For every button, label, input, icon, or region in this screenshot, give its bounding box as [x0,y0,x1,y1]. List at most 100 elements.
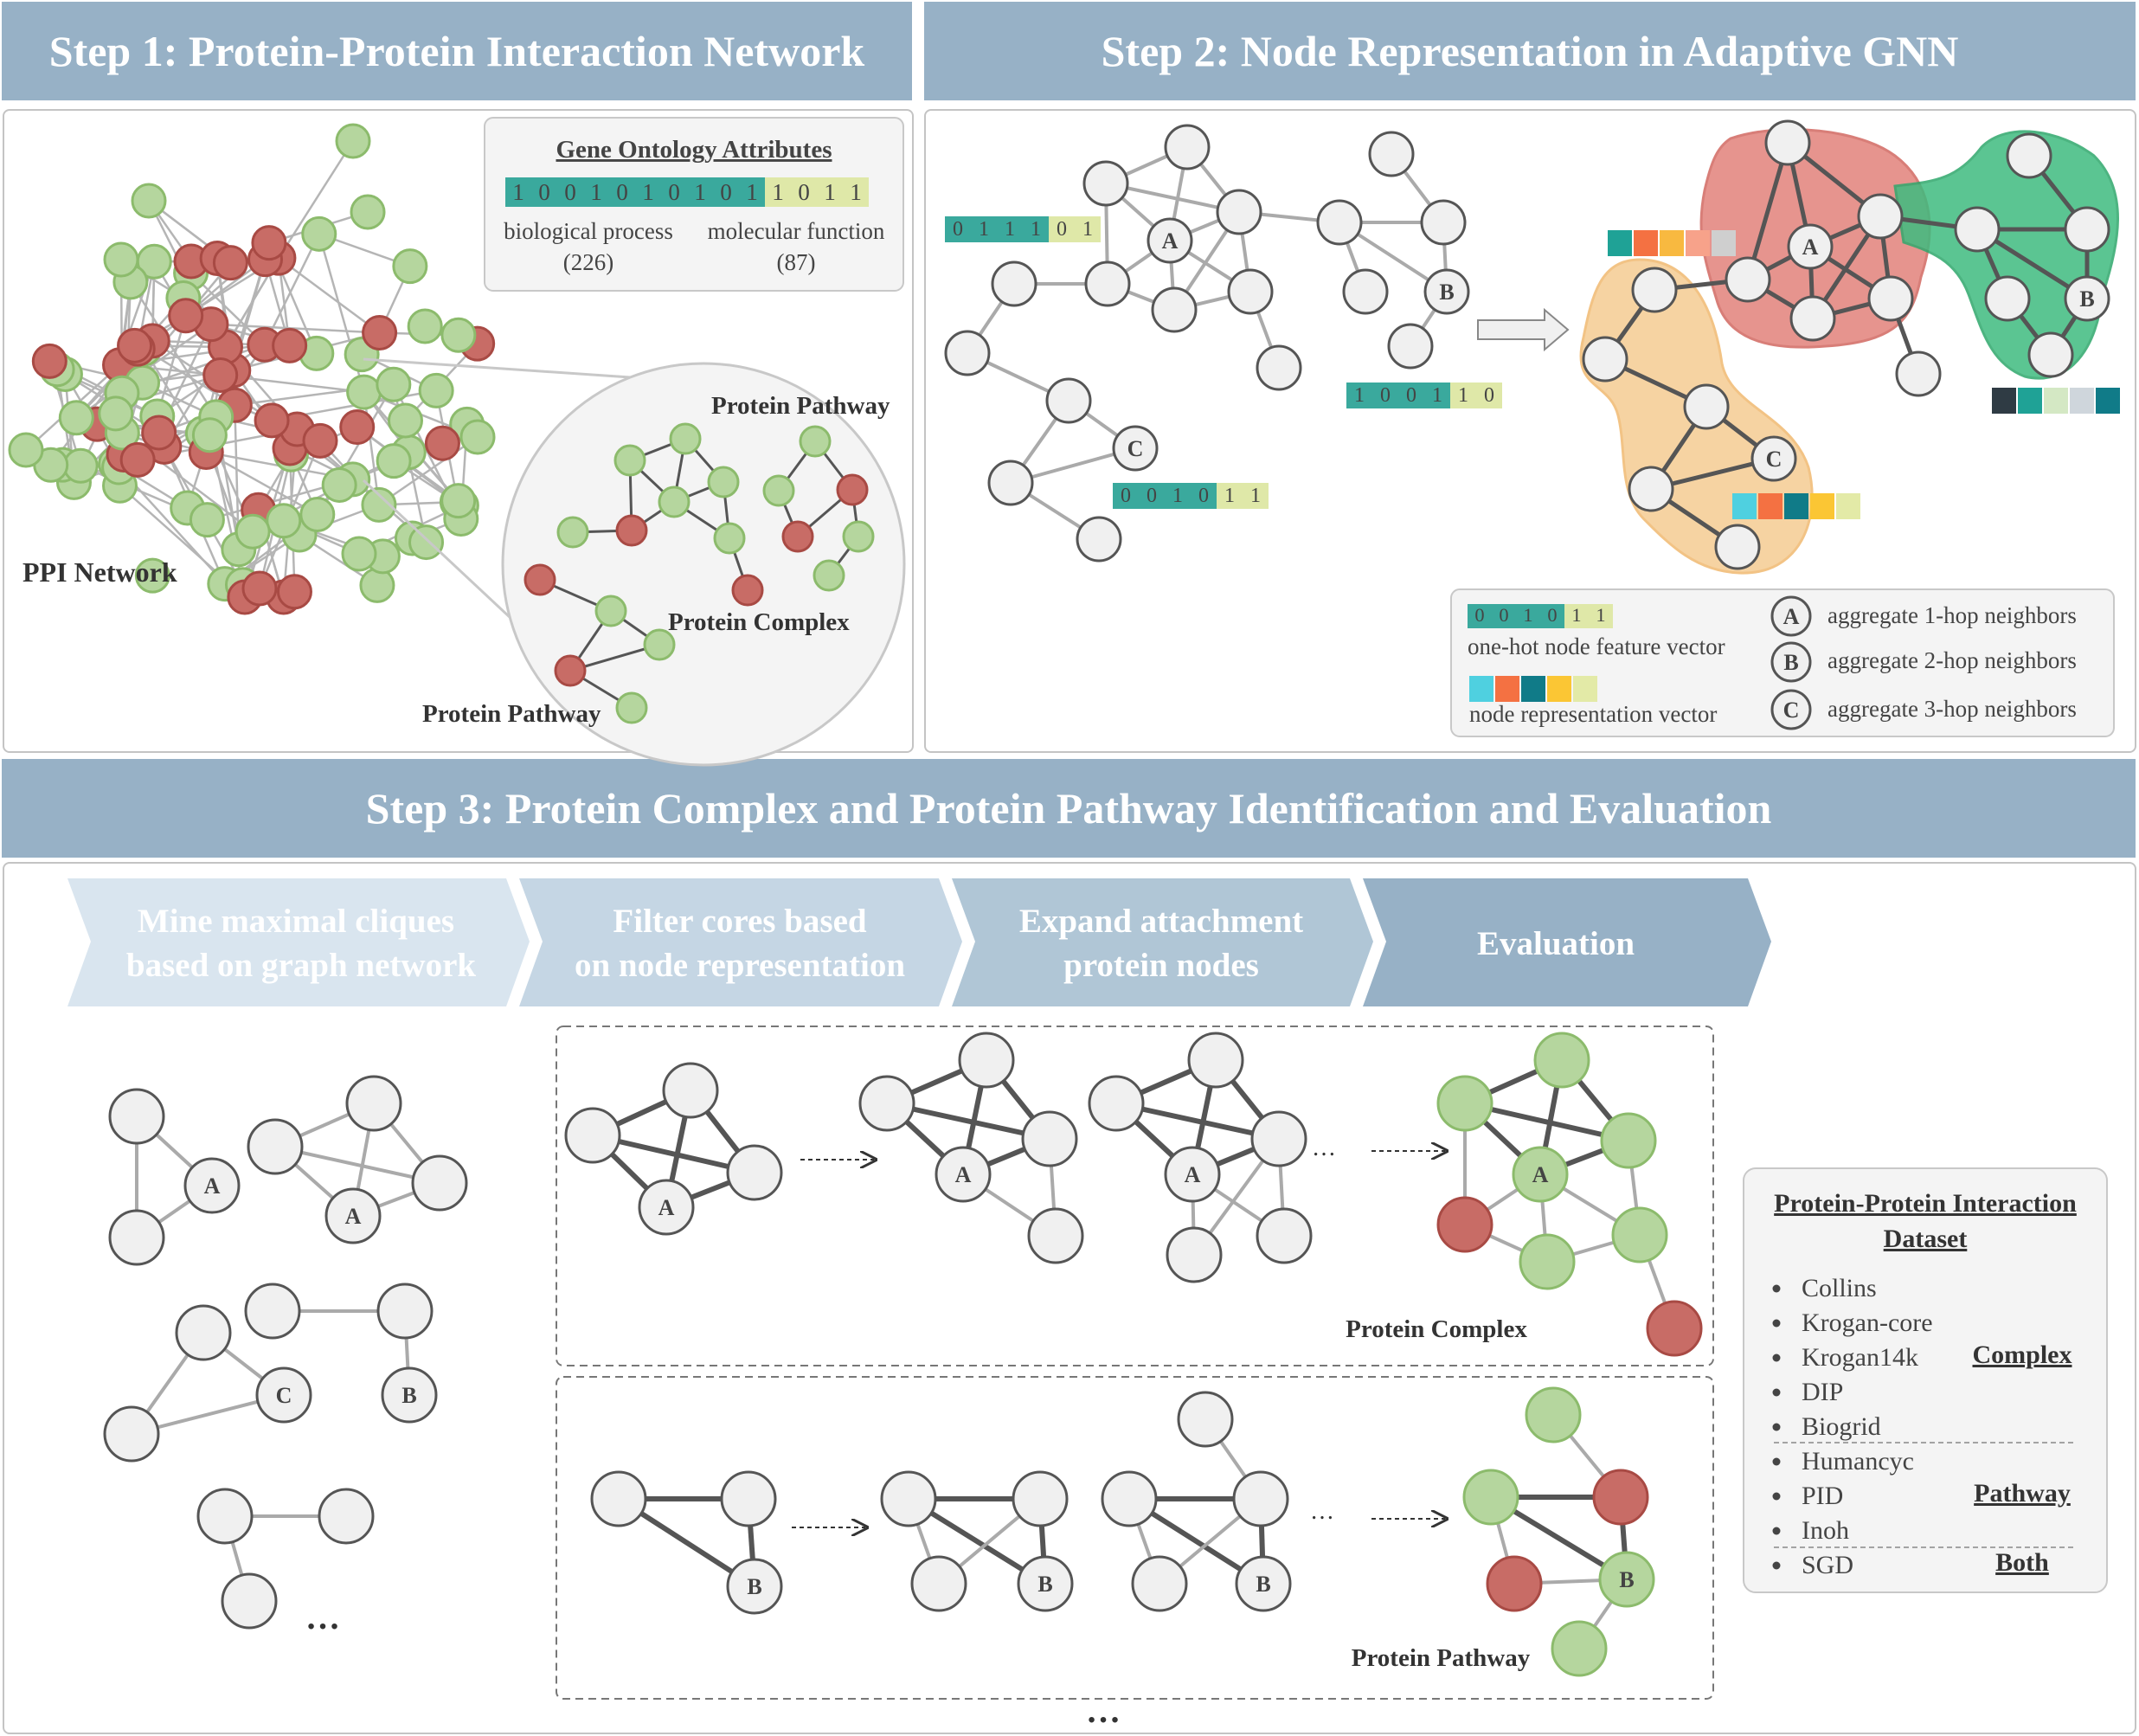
dataset-bullet [1772,1492,1781,1501]
legend-bit-bit: 0 [1547,604,1557,626]
vec2-bit: 1 [1354,384,1365,407]
go-bit: 0 [798,179,810,205]
node-label: C [1127,436,1144,461]
step2-banner: Step 2: Node Representation in Adaptive … [924,2,2136,100]
arrow3-line1: Expand attachment [1019,903,1303,940]
zoom-node [643,628,676,661]
vec2-cell [1372,383,1398,408]
gnn-node [1631,267,1678,313]
gnn-node [944,330,991,376]
arrow-expand-attachment[interactable] [952,878,1373,1006]
go-cell [765,177,791,207]
expanded-b-node [1235,1555,1292,1612]
gnn-node [2064,206,2110,253]
filtered-a-node [935,1146,992,1203]
node-label: A [1802,235,1819,260]
ppi-node [31,343,67,379]
ppi-node [191,417,228,453]
zoom-node [762,474,795,507]
result-pathway-node [1525,1386,1582,1443]
ppi-node [301,215,337,252]
gnn-node [1423,268,1470,315]
dataset-bullet [1772,1561,1781,1570]
go-bp-label: biological process [504,218,673,244]
node-label: A [658,1195,675,1220]
arrow-filter-cores[interactable] [519,878,962,1006]
ppi-node [276,574,312,610]
step3-banner: Step 3: Protein Complex and Protein Path… [2,759,2136,858]
legend-hop-markers: ABC [1770,595,1812,730]
go-mf-label: molecular function [708,218,885,244]
arrow-evaluation[interactable] [1363,878,1771,1006]
gnn-node [1683,383,1730,430]
arrow1-line1: Mine maximal cliques [138,903,454,940]
gnn-node [1164,124,1211,170]
gnn-node [2027,331,2074,378]
zoom-label-complex: Protein Complex [668,608,850,636]
zoom-node [669,422,702,455]
ppi-node [119,441,156,478]
go-bp-count: (226) [563,249,613,275]
gnn-node [1227,268,1274,315]
go-title: Gene Ontology Attributes [556,136,832,164]
go-bit: 0 [564,179,576,205]
zoom-node [713,522,746,555]
legend-bit-cell [1492,604,1516,628]
ppi-node [407,308,443,344]
ppi-edge [277,140,355,259]
ppi-node [103,241,139,278]
ppi-edge [205,451,318,516]
clique5-node [318,1488,375,1545]
go-cell [635,177,661,207]
gnn-node [1342,268,1389,315]
zoom-node [615,691,648,724]
zoom-node [842,520,875,553]
go-bit: 1 [850,179,862,205]
rep-a-swatch [1634,230,1658,256]
gnn-node [1316,199,1363,246]
complex-frame [556,1026,1714,1366]
filtered-a-node [1021,1110,1078,1167]
rep-c-swatch [1810,493,1834,519]
gnn-node [1628,466,1674,512]
legend-rep-swatch [1547,676,1571,702]
ppi-node [134,557,170,594]
legend-hop-b: aggregate 2-hop neighbors [1827,647,2077,673]
zoom-node [731,574,764,607]
zoom-label-pathway-bottom: Protein Pathway [422,700,601,728]
gnn-node [1151,286,1198,333]
legend-bit-bit: 1 [1523,604,1532,626]
clique1-node [108,1088,165,1145]
node-label: A [1532,1162,1549,1187]
gnn-node [1895,350,1942,397]
core-b-node [726,1558,783,1615]
node-label: C [1783,698,1800,723]
legend-rep-swatch [1469,676,1493,702]
ppi-node [62,447,99,484]
core-a-node [564,1107,621,1164]
zoom-subgraphs [524,422,875,724]
ppi-node [131,183,167,219]
step1-banner: Step 1: Protein-Protein Interaction Netw… [2,2,912,100]
go-bit: 1 [590,179,602,205]
expanded-b-node [1131,1555,1188,1612]
rep-b-swatch [1992,388,2016,414]
rep-b-swatch [2018,388,2042,414]
legend-rep-swatch [1573,676,1597,702]
vec2-cell [1476,383,1502,408]
legend-hop-a: aggregate 1-hop neighbors [1827,602,2077,628]
ppi-node [254,402,290,439]
vec2-bit: 0 [1380,384,1391,407]
expanded-a-node [1187,1032,1244,1089]
node-label: A [1783,604,1800,629]
gnn-node [1954,206,2001,253]
clique3-node [103,1405,160,1463]
go-cell [583,177,609,207]
arrow-mine-cliques[interactable] [67,878,530,1006]
dataset-bullet [1772,1527,1781,1535]
clique2-node [411,1154,468,1212]
ppi-node [8,432,44,468]
vec3-cell [1191,483,1217,509]
ppi-node [440,483,477,519]
ppi-node [212,245,248,281]
